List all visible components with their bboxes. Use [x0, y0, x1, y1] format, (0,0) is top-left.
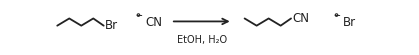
- Text: CN: CN: [145, 16, 162, 29]
- Text: CN: CN: [293, 12, 310, 25]
- Text: Br: Br: [105, 19, 119, 32]
- Text: −: −: [333, 11, 340, 20]
- Text: Br: Br: [343, 16, 356, 29]
- Text: −: −: [135, 11, 142, 20]
- Text: EtOH, H₂O: EtOH, H₂O: [177, 35, 227, 45]
